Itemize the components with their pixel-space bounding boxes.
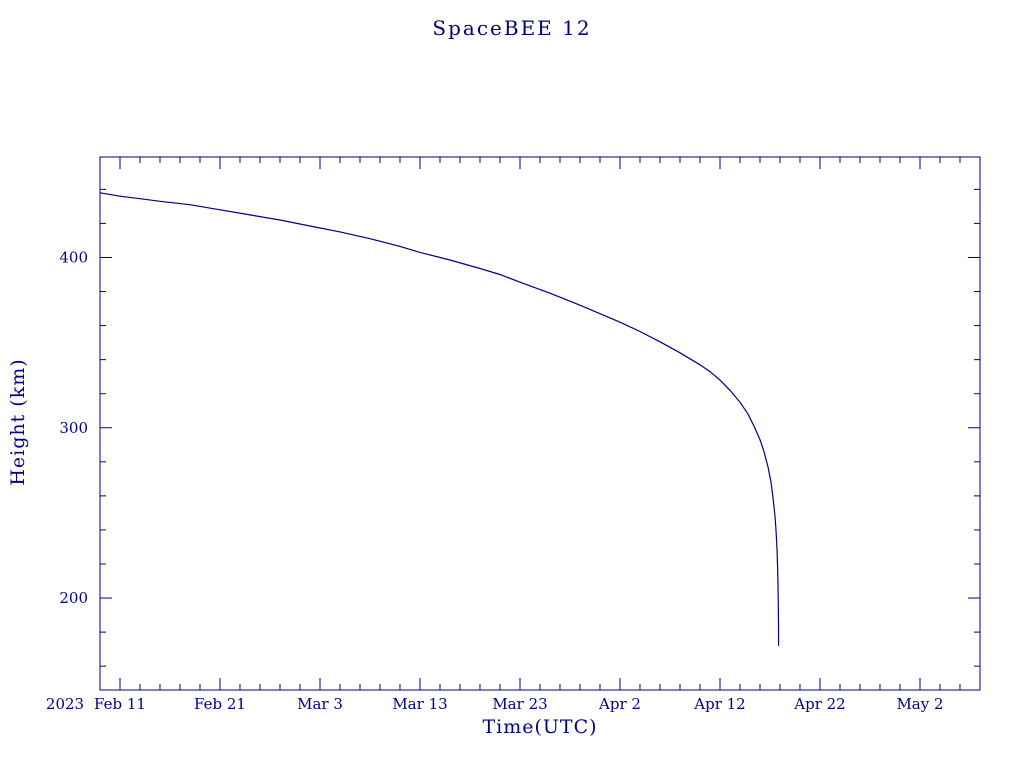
chart-title: SpaceBEE 12 [432,16,592,40]
x-tick-label: May 2 [896,695,943,713]
y-axis-label-text: Height (km) [7,358,29,486]
y-tick-label: 300 [59,419,88,437]
x-tick-label: Mar 13 [392,695,447,713]
x-tick-label: Apr 2 [598,695,641,713]
plot-frame [99,156,981,691]
x-tick-label: Feb 21 [194,695,246,713]
x-tick-label: Mar 3 [297,695,343,713]
x-tick-label: Apr 22 [793,695,845,713]
y-tick-label: 200 [59,589,88,607]
height-decay-line [99,192,780,646]
y-tick-label: 400 [59,248,88,266]
x-tick-label: Feb 11 [94,695,146,713]
x-axis-label: Time(UTC) [482,716,598,738]
x-axis-year-label: 2023 [46,695,84,713]
x-tick-label: Mar 23 [492,695,547,713]
x-tick-label: Apr 12 [693,695,745,713]
